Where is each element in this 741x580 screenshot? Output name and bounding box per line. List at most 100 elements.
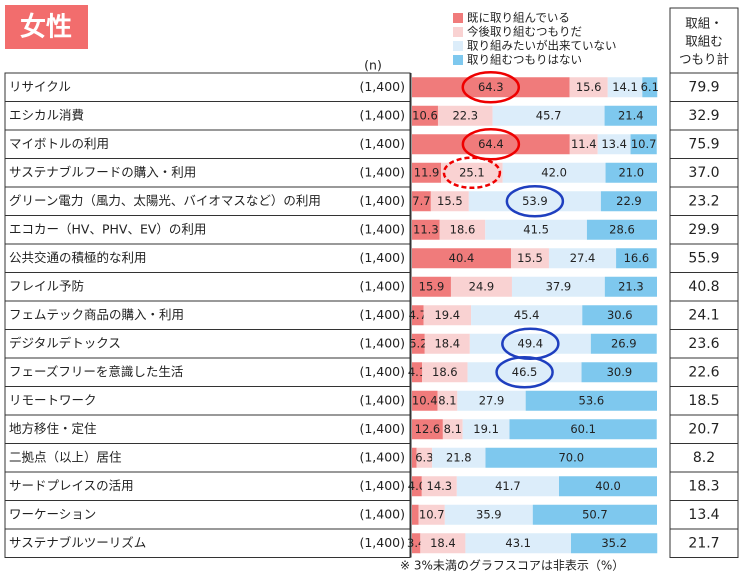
bar-segment bbox=[590, 333, 657, 354]
bar-segment bbox=[511, 276, 605, 297]
value-label: 41.5 bbox=[523, 222, 549, 236]
segment: 64.3 bbox=[412, 77, 570, 98]
segment: 25.1 bbox=[441, 162, 503, 183]
bar-segment bbox=[604, 276, 657, 297]
value-label: 49.4 bbox=[518, 336, 544, 350]
bar-segment bbox=[509, 419, 657, 440]
segment: 42.0 bbox=[502, 162, 606, 183]
bar-segment bbox=[424, 333, 470, 354]
bar-segment bbox=[569, 77, 608, 98]
row-total: 29.9 bbox=[688, 222, 719, 238]
bar-segment bbox=[548, 248, 617, 269]
value-label: 28.6 bbox=[609, 222, 635, 236]
total-header: 取組む bbox=[685, 34, 723, 49]
bar-segment bbox=[586, 219, 657, 240]
value-label: 10.7 bbox=[419, 507, 445, 521]
segment: 60.1 bbox=[509, 419, 657, 440]
bar-segment bbox=[502, 162, 606, 183]
segment: 22.3 bbox=[437, 105, 493, 126]
row-label: 地方移住・定住 bbox=[9, 421, 97, 436]
bar-segment bbox=[412, 276, 451, 297]
row-total: 18.5 bbox=[688, 393, 719, 409]
segment: 21.0 bbox=[605, 162, 657, 183]
bar-segment bbox=[465, 533, 572, 554]
row-total: 24.1 bbox=[688, 307, 719, 323]
value-label: 37.9 bbox=[546, 279, 572, 293]
value-label: 21.8 bbox=[446, 450, 472, 464]
segment: 13.4 bbox=[597, 134, 631, 155]
segment: 19.1 bbox=[462, 419, 510, 440]
segment: 45.7 bbox=[492, 105, 605, 126]
segment: 4.7 bbox=[409, 305, 427, 326]
segment: 10.7 bbox=[418, 504, 445, 525]
value-label: 10.7 bbox=[631, 137, 657, 151]
row-n: (1,400) bbox=[359, 449, 405, 464]
row-total: 8.2 bbox=[693, 450, 715, 466]
row-total: 55.9 bbox=[688, 250, 719, 266]
segment: 16.6 bbox=[616, 248, 657, 269]
value-label: 15.9 bbox=[419, 279, 445, 293]
bar-segment bbox=[597, 134, 631, 155]
segment: 18.4 bbox=[424, 333, 470, 354]
value-label: 16.6 bbox=[624, 251, 650, 265]
segment: 6.3 bbox=[415, 447, 434, 468]
segment: 40.4 bbox=[412, 248, 511, 269]
bar-segment bbox=[412, 504, 419, 525]
value-label: 64.4 bbox=[478, 137, 504, 151]
segment: 14.1 bbox=[607, 77, 643, 98]
highlight-circle bbox=[461, 128, 521, 161]
bar-segment bbox=[412, 390, 438, 411]
total-header: 取組・ bbox=[685, 16, 723, 31]
row-label: リサイクル bbox=[9, 79, 71, 94]
bar-segment bbox=[467, 362, 582, 383]
segment: 26.9 bbox=[590, 333, 657, 354]
bar-segment bbox=[450, 276, 512, 297]
row-n: (1,400) bbox=[359, 421, 405, 436]
row-n: (1,400) bbox=[359, 136, 405, 151]
value-label: 46.5 bbox=[512, 365, 538, 379]
value-label: 35.9 bbox=[476, 507, 502, 521]
value-label: 18.4 bbox=[434, 336, 460, 350]
value-label: 10.6 bbox=[412, 108, 438, 122]
value-label: 8.1 bbox=[438, 393, 456, 407]
total-header: つもり計 bbox=[679, 52, 729, 67]
legend-label: 取り組みたいが出来ていない bbox=[467, 39, 617, 53]
segment: 8.1 bbox=[442, 419, 463, 440]
bar-segment bbox=[469, 333, 591, 354]
bar-segment bbox=[412, 476, 422, 497]
value-label: 8.1 bbox=[444, 422, 462, 436]
bar-segment bbox=[421, 476, 457, 497]
value-label: 5.2 bbox=[409, 336, 427, 350]
segment: 49.4 bbox=[469, 333, 591, 354]
bar-segment bbox=[444, 504, 533, 525]
segment: 7.7 bbox=[412, 191, 431, 212]
row-n: (1,400) bbox=[359, 307, 405, 322]
value-label: 14.1 bbox=[612, 80, 638, 94]
value-label: 19.1 bbox=[473, 422, 499, 436]
value-label: 18.6 bbox=[450, 222, 476, 236]
segment: 19.4 bbox=[423, 305, 472, 326]
row-label: フレイル予防 bbox=[9, 278, 84, 293]
row-label: マイボトルの利用 bbox=[9, 136, 109, 151]
segment: 10.6 bbox=[412, 105, 438, 126]
segment: 41.7 bbox=[456, 476, 559, 497]
segment: 6.1 bbox=[641, 77, 659, 98]
bar-segment bbox=[439, 219, 486, 240]
bar-segment bbox=[412, 419, 443, 440]
value-label: 45.7 bbox=[536, 108, 562, 122]
value-label: 30.6 bbox=[607, 308, 633, 322]
bar-segment bbox=[492, 105, 605, 126]
table-frame bbox=[4, 72, 411, 558]
segment: 28.6 bbox=[586, 219, 657, 240]
segment: 70.0 bbox=[485, 447, 657, 468]
bar-segment bbox=[412, 447, 417, 468]
bar-segment bbox=[432, 447, 486, 468]
highlight-circle bbox=[461, 71, 521, 104]
legend-label: 既に取り組んでいる bbox=[467, 11, 570, 25]
row-total: 23.6 bbox=[688, 336, 719, 352]
value-label: 27.9 bbox=[479, 393, 505, 407]
segment: 18.6 bbox=[422, 362, 468, 383]
segment: 50.7 bbox=[532, 504, 657, 525]
value-label: 25.1 bbox=[459, 165, 485, 179]
